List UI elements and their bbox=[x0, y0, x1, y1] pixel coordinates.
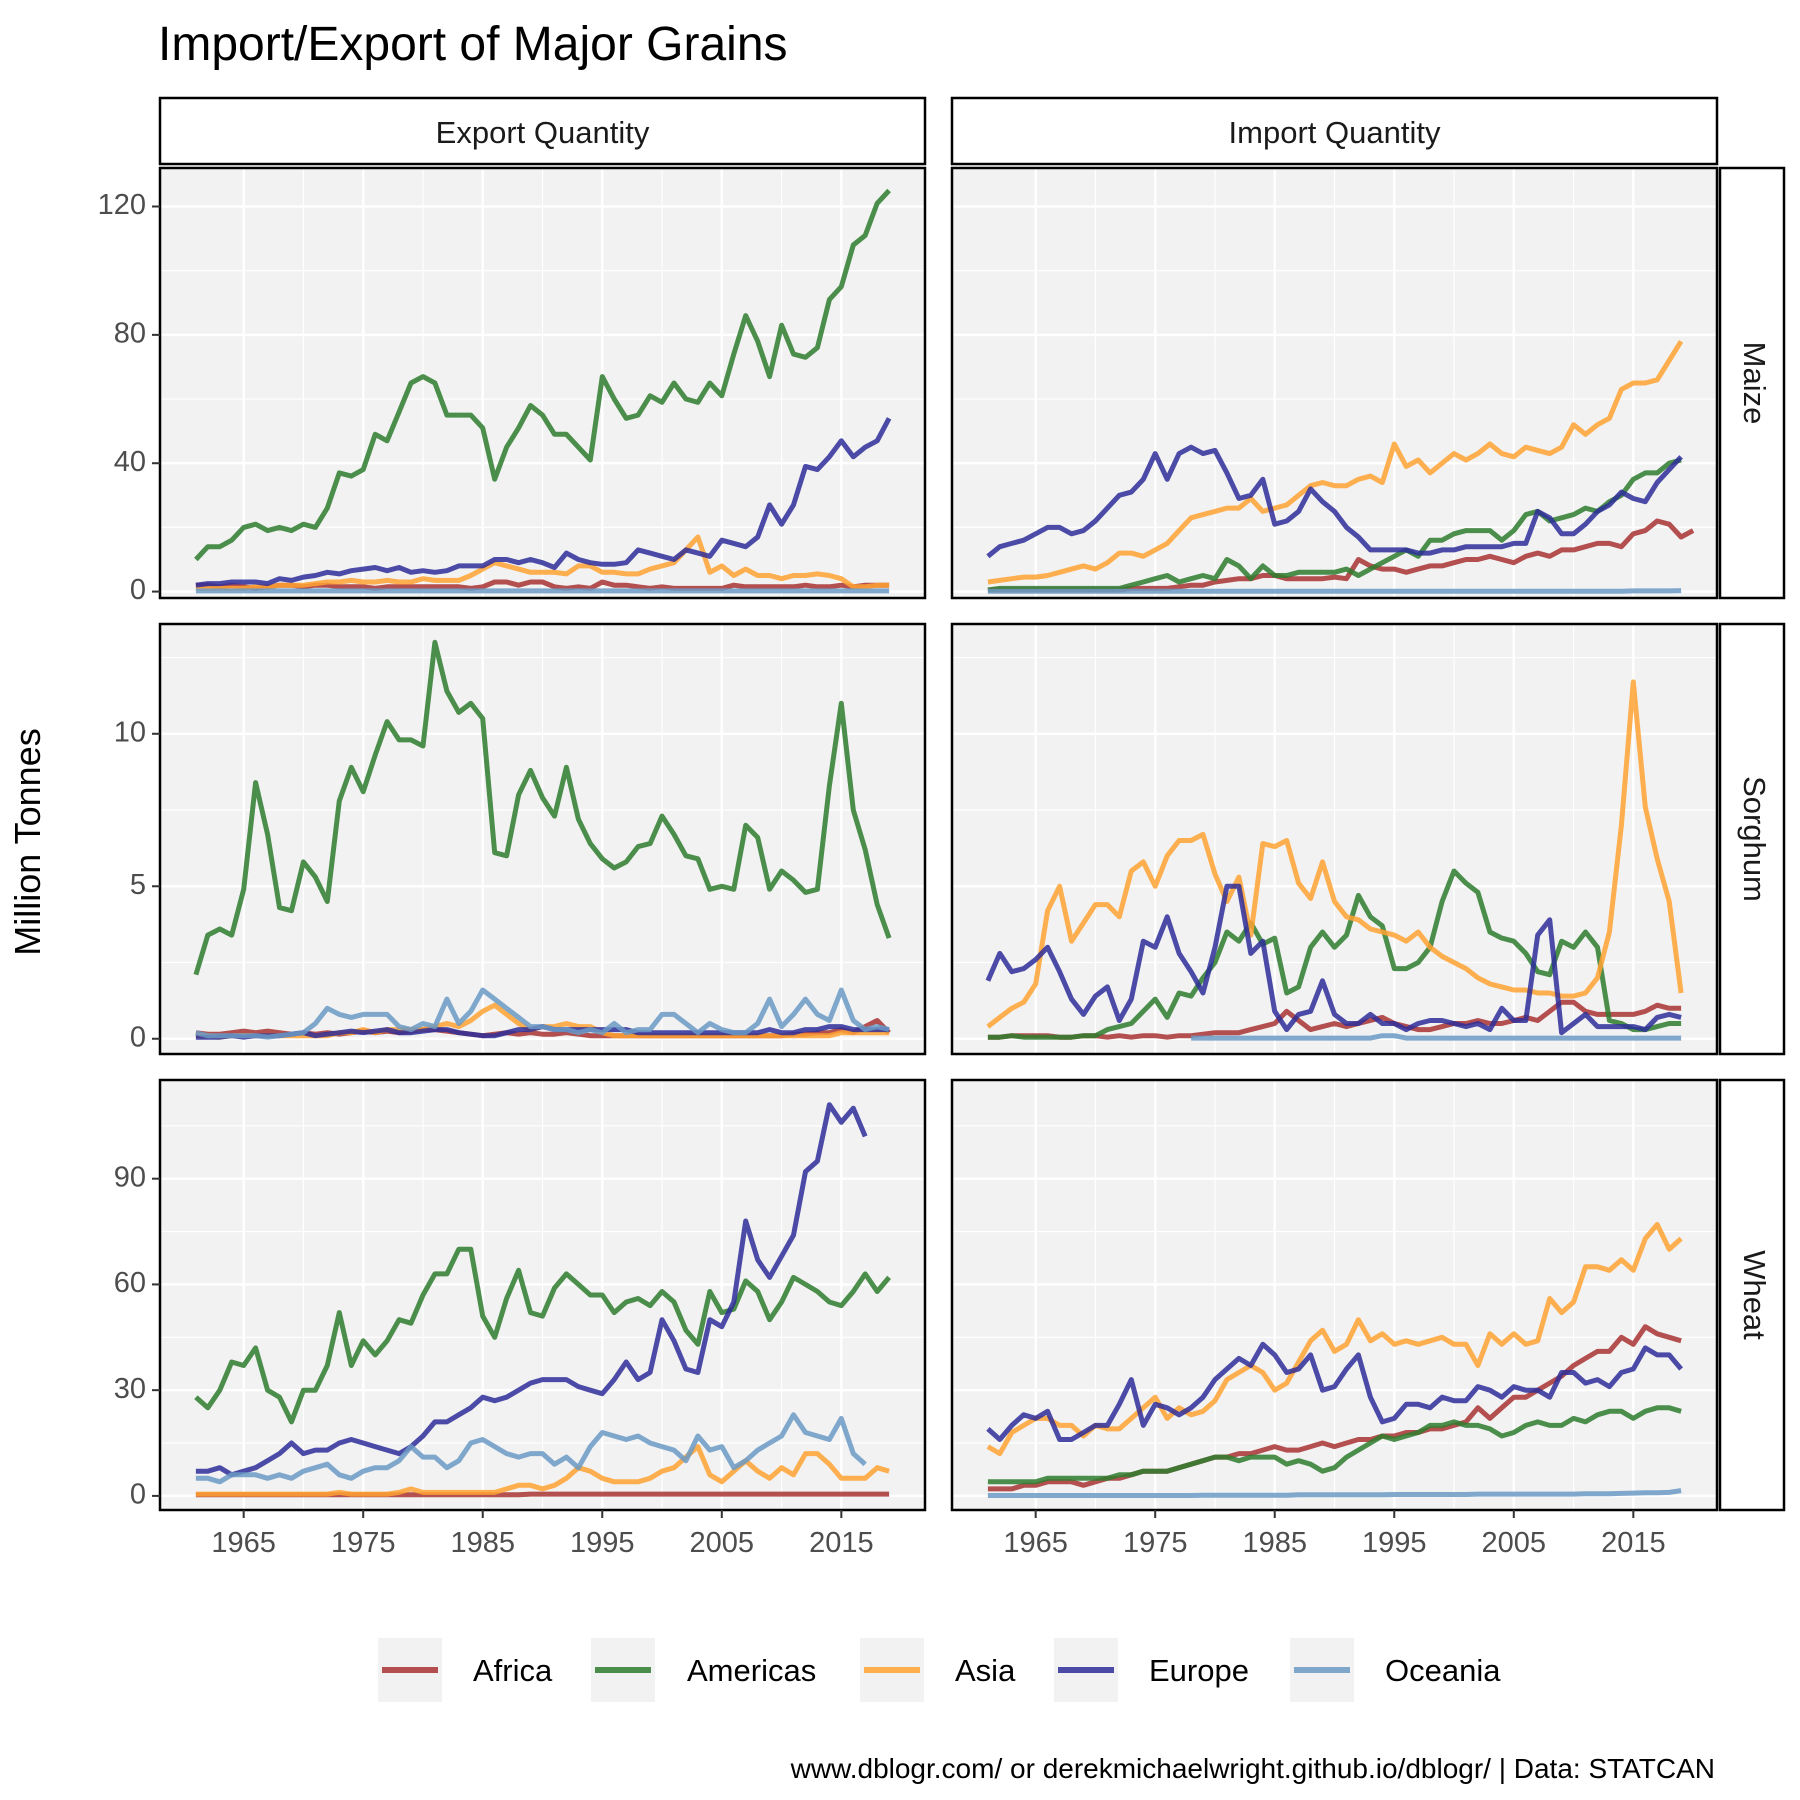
panel-border bbox=[950, 166, 1719, 600]
series-line-europe bbox=[195, 417, 892, 588]
y-tick-label: 0 bbox=[130, 1021, 146, 1053]
series-line-oceania bbox=[195, 987, 890, 1040]
x-tick-label: 1975 bbox=[1123, 1527, 1188, 1559]
y-tick-label: 90 bbox=[114, 1161, 146, 1193]
series-line-americas bbox=[987, 457, 1682, 593]
x-tick-label: 1975 bbox=[331, 1527, 396, 1559]
facet-panel: 1965 1975 1985 1995 2005 2015 bbox=[950, 1078, 1719, 1559]
x-tick-label: 2015 bbox=[809, 1527, 874, 1559]
series-line-asia bbox=[987, 339, 1684, 585]
row-strip bbox=[1718, 166, 1786, 600]
panel-border bbox=[158, 1078, 927, 1512]
y-tick-label: 0 bbox=[130, 574, 146, 606]
facet-panel: 0 30 60 90 1965 1975 1985 1995 2005 2015 bbox=[114, 1078, 927, 1559]
facet-panel bbox=[950, 622, 1719, 1056]
y-tick-label: 40 bbox=[114, 446, 146, 478]
y-tick-label: 80 bbox=[114, 318, 146, 350]
y-tick-label: 30 bbox=[114, 1373, 146, 1405]
panel-border bbox=[158, 166, 927, 600]
series-line-americas bbox=[987, 1405, 1682, 1485]
row-strip-label: Wheat bbox=[1737, 1250, 1772, 1340]
series-line-europe bbox=[986, 444, 1683, 559]
x-tick-label: 1965 bbox=[1003, 1527, 1068, 1559]
y-tick-label: 10 bbox=[114, 716, 146, 748]
series-line-europe bbox=[985, 883, 1682, 1036]
series-line-americas bbox=[194, 1246, 892, 1425]
series-line-europe bbox=[195, 1102, 868, 1478]
legend: Africa Americas Asia Europe Oceania bbox=[378, 1638, 1501, 1702]
column-strip-label: Export Quantity bbox=[436, 115, 650, 150]
series-line-americas bbox=[193, 639, 892, 976]
y-tick-label: 0 bbox=[130, 1479, 146, 1511]
column-strip bbox=[158, 96, 927, 166]
panel-border bbox=[950, 622, 1719, 1056]
series-line-asia bbox=[195, 534, 890, 591]
facet-panels: Export Quantity Import Quantity Maize Sorgh… bbox=[98, 96, 1786, 1559]
series-lines bbox=[986, 1222, 1684, 1498]
series-line-africa bbox=[987, 999, 1682, 1040]
panel-border bbox=[158, 622, 927, 1056]
x-tick-label: 2005 bbox=[690, 1527, 755, 1559]
legend-label-europe: Europe bbox=[1149, 1653, 1249, 1688]
column-strip bbox=[950, 96, 1719, 166]
y-axis-label: Million Tonnes bbox=[7, 728, 48, 955]
x-tick-label: 2005 bbox=[1482, 1527, 1547, 1559]
row-strip-label: Maize bbox=[1737, 342, 1772, 425]
series-line-asia bbox=[195, 1444, 890, 1497]
series-lines bbox=[985, 679, 1684, 1041]
series-lines bbox=[986, 339, 1695, 594]
series-line-europe bbox=[986, 1341, 1684, 1442]
series-line-americas bbox=[194, 188, 891, 562]
x-tick-label: 1985 bbox=[450, 1527, 515, 1559]
y-tick-label: 120 bbox=[98, 189, 146, 221]
legend-label-asia: Asia bbox=[955, 1653, 1016, 1688]
legend-label-oceania: Oceania bbox=[1385, 1653, 1501, 1688]
series-lines bbox=[194, 1102, 892, 1498]
facet-panel: 0 5 10 bbox=[114, 622, 927, 1056]
x-tick-label: 1965 bbox=[211, 1527, 276, 1559]
series-line-oceania bbox=[195, 1412, 867, 1485]
column-strip-label: Import Quantity bbox=[1229, 115, 1441, 150]
series-line-oceania bbox=[1191, 1033, 1682, 1041]
series-line-americas bbox=[987, 868, 1682, 1040]
row-strip bbox=[1718, 1078, 1786, 1512]
series-line-asia bbox=[986, 679, 1684, 1029]
facet-panel bbox=[950, 166, 1719, 600]
chart-title: Import/Export of Major Grains bbox=[158, 18, 788, 71]
x-tick-label: 2015 bbox=[1601, 1527, 1666, 1559]
row-strip bbox=[1718, 622, 1786, 1056]
series-line-oceania bbox=[987, 1488, 1682, 1498]
caption: www.dblogr.com/ or derekmichaelwright.gi… bbox=[790, 1753, 1715, 1784]
y-tick-label: 5 bbox=[130, 869, 146, 901]
x-tick-label: 1995 bbox=[1362, 1527, 1427, 1559]
y-tick-label: 60 bbox=[114, 1267, 146, 1299]
panel-border bbox=[950, 1078, 1719, 1512]
row-strip-label: Sorghum bbox=[1737, 776, 1772, 902]
x-tick-label: 1995 bbox=[570, 1527, 635, 1559]
legend-label-africa: Africa bbox=[473, 1653, 553, 1688]
series-lines bbox=[194, 188, 892, 594]
series-lines bbox=[193, 639, 892, 1040]
x-tick-label: 1985 bbox=[1242, 1527, 1307, 1559]
legend-label-americas: Americas bbox=[687, 1653, 816, 1688]
series-line-oceania bbox=[987, 588, 1682, 594]
facet-panel: 0 40 80 120 bbox=[98, 166, 927, 606]
